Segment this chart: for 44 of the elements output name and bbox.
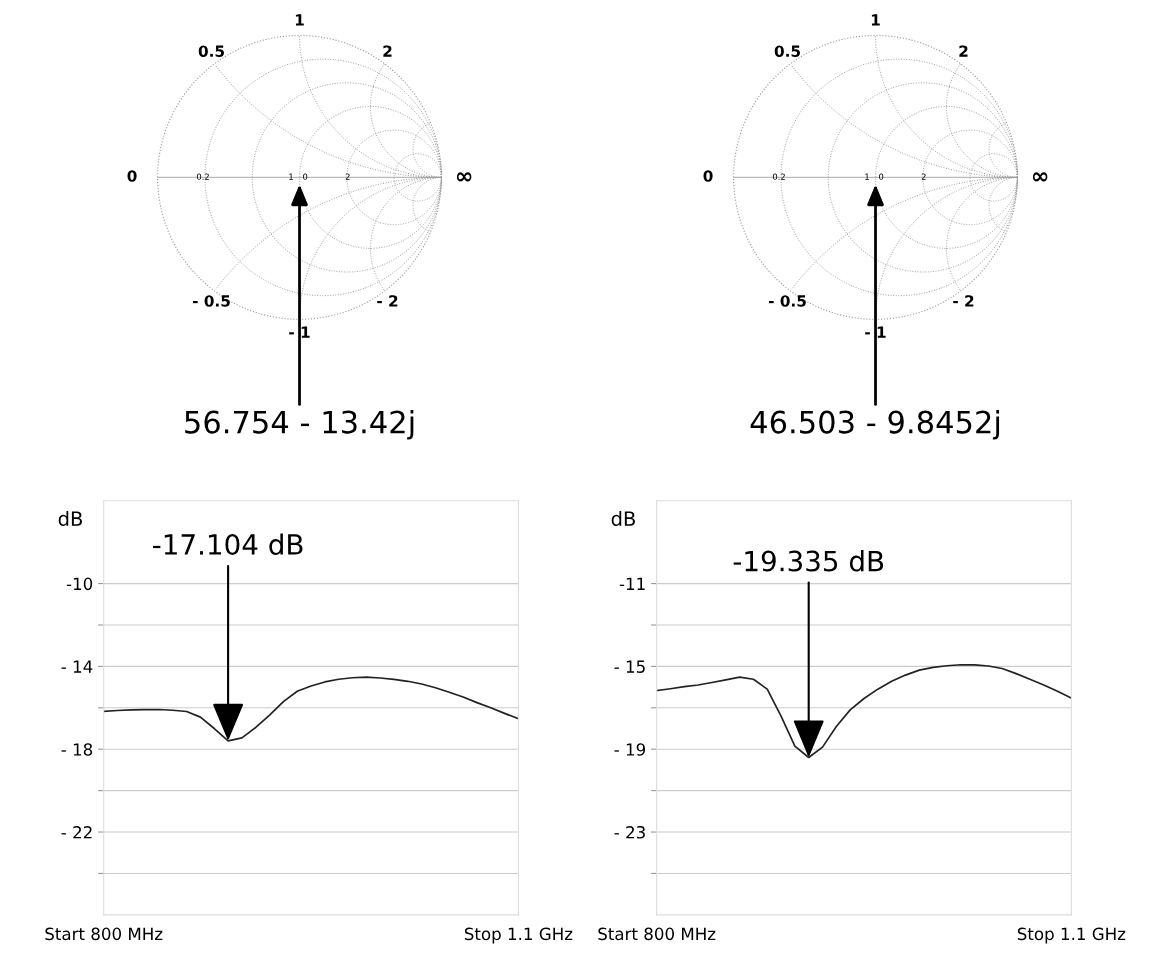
text: 1 [871,14,880,26]
text: 1 [865,173,869,180]
text: 2 [345,173,350,180]
text: ∞ [1032,172,1048,182]
line-series [103,676,519,742]
text: Stop 1.1 GHz [464,927,573,944]
text: 0.5 [774,45,800,57]
text: Start 800 MHz [45,927,163,941]
text: - 0.5 [193,295,230,307]
y-tick-label: - 23 [614,825,645,839]
text: Start 800 MHz [598,927,716,941]
text: 46.503 - 9.8452j [750,410,1000,440]
text: - 2 [953,295,974,307]
text: 0 [127,170,137,182]
y-axis-title: dB [58,510,82,526]
text: ∞ [456,172,472,182]
y-tick-label: - 19 [614,743,646,756]
text: 2 [921,173,926,180]
text: 0 [703,170,713,182]
y-tick-label: -11 [619,577,645,590]
annotation: -17.104 dB [153,533,303,555]
text: Stop 1.1 GHz [1017,927,1126,944]
text: - 1 [289,326,310,338]
y-tick-label: - 22 [61,825,92,839]
text: - 0.5 [769,295,806,307]
y-tick-label: - 14 [61,660,93,673]
y-axis-title: dB [611,510,635,526]
text: - 1 [865,326,886,338]
text: 1 [295,14,304,26]
text: 1 [289,173,293,180]
text: 2 [383,45,392,57]
text: 0.2 [772,173,785,180]
text: 0.5 [198,45,224,57]
y-tick-label: -10 [66,577,93,591]
text: - 2 [377,295,398,307]
y-tick-label: - 15 [614,660,645,673]
text: 56.754 - 13.42j [185,410,414,440]
text: 0.2 [196,173,209,180]
line-series [656,663,1072,759]
text: 0 [879,173,884,180]
y-tick-label: - 18 [61,743,93,756]
text: 2 [959,45,968,57]
annotation: -19.335 dB [733,550,884,572]
text: 0 [303,173,308,180]
